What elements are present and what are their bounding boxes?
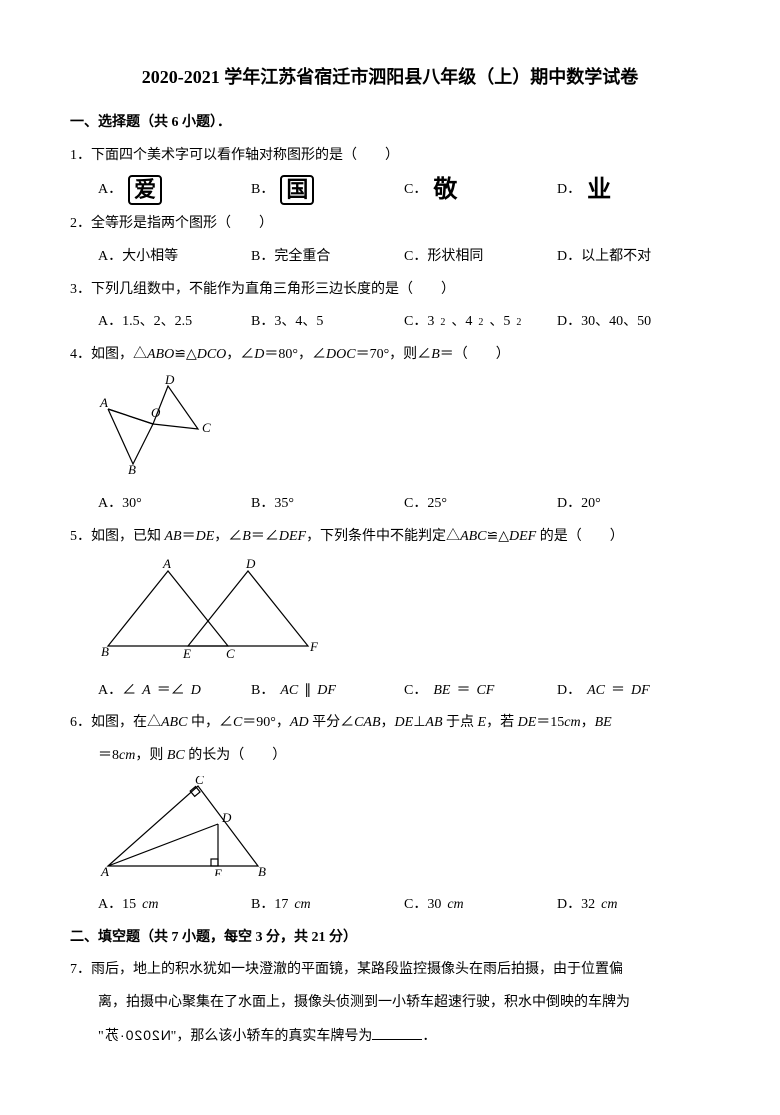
q4-option-a: A．30° [98,491,251,518]
q4-figure: A B C D O [98,374,710,485]
q5-option-b: B．AC∥DF [251,678,404,705]
q2-options: A．大小相等 B．完全重合 C．形状相同 D．以上都不对 [98,244,710,271]
label-c: C [195,776,204,787]
label-d: D [164,374,175,387]
q6-option-b: B．17cm [251,892,404,919]
mirrored-plate: N2020·苏 [104,1022,171,1049]
question-3: 3．下列几组数中，不能作为直角三角形三边长度的是（ ） [70,277,710,304]
label-b: B [128,462,136,474]
q3-option-c: C．32、42、52 [404,309,557,336]
q1-option-c: C．敬 [404,175,557,205]
q1-option-d: D．业 [557,175,710,205]
question-5: 5．如图，已知 AB＝DE，∠B＝∠DEF，下列条件中不能判定△ABC≌△DEF… [70,524,710,551]
label-c: C [226,646,235,661]
label-d: D [221,810,232,825]
section-1-header: 一、选择题（共 6 小题）． [70,110,710,137]
question-6-line2: ＝8cm，则 BC 的长为（ ） [98,743,710,770]
q5-option-d: D．AC＝DF [557,678,710,705]
q2-option-c: C．形状相同 [404,244,557,271]
section-2-header: 二、填空题（共 7 小题，每空 3 分，共 21 分） [70,925,710,952]
q1-option-a: A．爱 [98,175,251,205]
question-7-line3: "N2020·苏"，那么该小轿车的真实车牌号为． [98,1022,710,1051]
label-c: C [202,420,211,435]
q2-option-b: B．完全重合 [251,244,404,271]
label-b: B [101,644,109,659]
q6-figure: A B C D E [98,776,710,887]
q5-options: A．∠A＝∠D B．AC∥DF C．BE＝CF D．AC＝DF [98,678,710,705]
label-b: B [258,864,266,876]
question-1: 1．下面四个美术字可以看作轴对称图形的是（ ） [70,143,710,170]
label-o: O [151,405,161,420]
q6-option-d: D．32cm [557,892,710,919]
q5-option-a: A．∠A＝∠D [98,678,251,705]
question-7-line1: 7．雨后，地上的积水犹如一块澄澈的平面镜，某路段监控摄像头在雨后拍摄，由于位置偏 [70,957,710,984]
q5-option-c: C．BE＝CF [404,678,557,705]
label-a: A [162,556,171,571]
page-title: 2020-2021 学年江苏省宿迁市泗阳县八年级（上）期中数学试卷 [70,60,710,94]
label-e: E [182,646,191,661]
fill-blank [372,1025,422,1040]
question-6: 6．如图，在△ABC 中，∠C＝90°，AD 平分∠CAB，DE⊥AB 于点 E… [70,710,710,737]
question-7-line2: 离，拍摄中心聚集在了水面上，摄像头侦测到一小轿车超速行驶，积水中倒映的车牌为 [98,990,710,1017]
q6-options: A．15cm B．17cm C．30cm D．32cm [98,892,710,919]
q2-option-d: D．以上都不对 [557,244,710,271]
q4-option-d: D．20° [557,491,710,518]
question-2: 2．全等形是指两个图形（ ） [70,211,710,238]
q4-option-c: C．25° [404,491,557,518]
q3-options: A．1.5、2、2.5 B．3、4、5 C．32、42、52 D．30、40、5… [98,309,710,336]
q4-options: A．30° B．35° C．25° D．20° [98,491,710,518]
q1-options: A．爱 B．国 C．敬 D．业 [98,175,710,205]
q6-option-c: C．30cm [404,892,557,919]
question-4: 4．如图，△ABO≌△DCO，∠D＝80°，∠DOC＝70°，则∠B＝（ ） [70,342,710,369]
q4-option-b: B．35° [251,491,404,518]
q2-option-a: A．大小相等 [98,244,251,271]
label-d: D [245,556,256,571]
label-f: F [309,639,319,654]
q6-option-a: A．15cm [98,892,251,919]
q1-option-b: B．国 [251,175,404,205]
q5-figure: A B C D E F [98,556,710,672]
q3-option-a: A．1.5、2、2.5 [98,309,251,336]
q3-option-b: B．3、4、5 [251,309,404,336]
label-a: A [100,864,109,876]
q3-option-d: D．30、40、50 [557,309,710,336]
label-a: A [99,395,108,410]
label-e: E [213,866,222,876]
